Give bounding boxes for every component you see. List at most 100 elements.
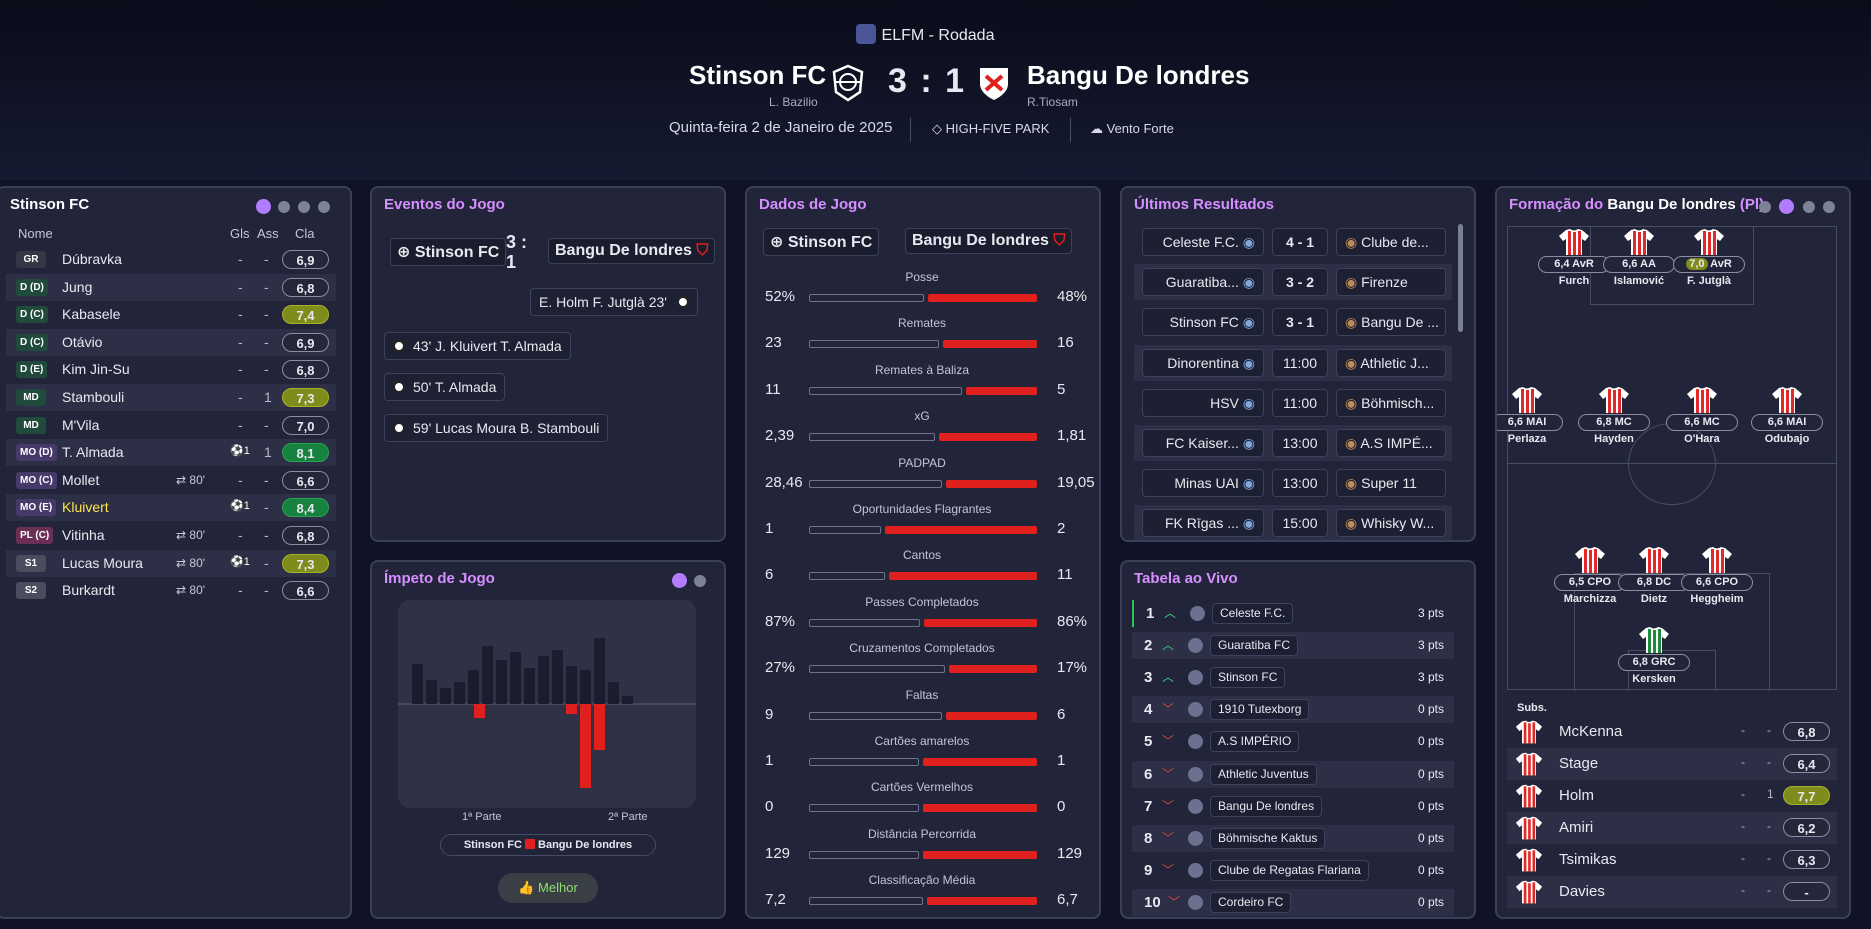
- formation-player-name[interactable]: Furch: [1558, 275, 1590, 287]
- stat-home-bar: [809, 526, 881, 534]
- result-row[interactable]: FC Kaiser... ◉ 13:00 ◉ A.S IMPÉ...: [1134, 425, 1452, 461]
- table-team-name: Athletic Juventus: [1210, 763, 1317, 785]
- table-team-name: Cordeiro FC: [1210, 891, 1292, 913]
- ball-icon: [393, 422, 405, 434]
- home-event[interactable]: 59' Lucas Moura B. Stambouli: [384, 414, 609, 442]
- player-row[interactable]: S2 Burkardt ⇄ 80' - -6,6: [6, 577, 336, 604]
- player-row[interactable]: D (C) Kabasele - -7,4: [6, 301, 336, 328]
- sub-row[interactable]: Amiri - -6,2: [1507, 812, 1837, 844]
- shirt-icon: [1559, 229, 1589, 255]
- formation-player-name[interactable]: Hayden: [1594, 433, 1634, 445]
- table-row[interactable]: 10 ﹀ Cordeiro FC 0 pts: [1132, 888, 1454, 916]
- formation-player-name[interactable]: Marchizza: [1563, 593, 1617, 605]
- player-row[interactable]: D (E) Kim Jin-Su - -6,8: [6, 356, 336, 383]
- rating-badge: 7,3: [282, 388, 329, 407]
- formation-player-name[interactable]: Odubajo: [1764, 433, 1810, 445]
- formation-player-name[interactable]: Perlaza: [1507, 433, 1547, 445]
- result-row[interactable]: Stinson FC ◉ 3 - 1 ◉ Bangu De ...: [1134, 304, 1452, 340]
- home-crest-icon: [832, 64, 864, 102]
- team-crest-icon: [1188, 638, 1203, 654]
- player-row[interactable]: MO (E) Kluivert ⚽1 -8,4: [6, 494, 336, 522]
- table-row[interactable]: 3 ︿ Stinson FC 3 pts: [1132, 664, 1454, 691]
- stat-home-bar: [809, 804, 919, 813]
- player-row[interactable]: D (C) Otávio - -6,9: [6, 328, 336, 356]
- player-rating-badge: 6,8 MC: [1578, 414, 1650, 431]
- stat-label: Posse: [905, 270, 939, 284]
- player-row[interactable]: S1 Lucas Moura ⇄ 80' ⚽1 -7,3: [6, 549, 336, 577]
- result-row[interactable]: Dinorentina ◉ 11:00 ◉ Athletic J...: [1134, 344, 1452, 381]
- page-dot[interactable]: [1779, 199, 1794, 214]
- events-title: Eventos do Jogo: [384, 196, 505, 213]
- player-row[interactable]: MD Stambouli - 1 7,3: [6, 384, 336, 411]
- table-row[interactable]: 2 ︿ Guaratiba FC 3 pts: [1132, 632, 1454, 660]
- momentum-bar-home: [538, 656, 549, 704]
- player-row[interactable]: MO (D) T. Almada ⚽1 1 8,1: [6, 439, 336, 467]
- page-dot[interactable]: [318, 201, 330, 213]
- weather: ☁ Vento Forte: [1090, 121, 1174, 136]
- page-dot[interactable]: [672, 573, 687, 588]
- result-away-team: ◉ Böhmisch...: [1336, 388, 1446, 417]
- result-row[interactable]: Guaratiba... ◉ 3 - 2 ◉ Firenze: [1134, 264, 1452, 301]
- result-row[interactable]: Celeste F.C. ◉ 4 - 1 ◉ Clube de...: [1134, 224, 1452, 260]
- stat-home-bar: [809, 479, 942, 488]
- table-row[interactable]: 6 ﹀ Athletic Juventus 0 pts: [1132, 760, 1454, 788]
- player-rating-badge: 6,4 AvR: [1538, 256, 1610, 273]
- results-scrollbar[interactable]: [1458, 224, 1463, 332]
- home-team-name[interactable]: Stinson FC: [689, 60, 827, 90]
- player-row[interactable]: MD M'Vila - -7,0: [6, 412, 336, 439]
- table-row[interactable]: 7 ﹀ Bangu De londres 0 pts: [1132, 793, 1454, 820]
- sub-row[interactable]: Stage - -6,4: [1507, 748, 1837, 780]
- player-row[interactable]: GR Dúbravka - -6,9: [6, 246, 336, 273]
- result-row[interactable]: HSV ◉ 11:00 ◉ Böhmisch...: [1134, 385, 1452, 421]
- page-dot[interactable]: [256, 199, 271, 214]
- page-dot[interactable]: [1803, 201, 1815, 213]
- result-home-team: FC Kaiser... ◉: [1142, 429, 1264, 457]
- events-panel: Eventos do Jogo ⊕ Stinson FC 3 : 1 Bangu…: [370, 186, 726, 542]
- sub-row[interactable]: Tsimikas - -6,3: [1507, 844, 1837, 876]
- result-home-team: Dinorentina ◉: [1142, 348, 1264, 377]
- result-score: 11:00: [1272, 348, 1328, 377]
- col-goals-header: Gls: [230, 226, 250, 241]
- sub-row[interactable]: Holm - 1 7,7: [1507, 780, 1837, 812]
- formation-player-name[interactable]: O'Hara: [1684, 433, 1720, 445]
- page-dot[interactable]: [278, 201, 290, 213]
- table-row[interactable]: 1 ︿ Celeste F.C. 3 pts: [1132, 600, 1454, 627]
- formation-player-name[interactable]: F. Jutglà: [1686, 275, 1731, 287]
- assists-value: -: [264, 278, 269, 295]
- penalty-box: [1574, 573, 1770, 691]
- sub-row[interactable]: McKenna - -6,8: [1507, 716, 1837, 748]
- result-row[interactable]: FK Rīgas ... ◉ 15:00 ◉ Whisky W...: [1134, 505, 1452, 540]
- formation-player-name[interactable]: Heggheim: [1690, 593, 1744, 605]
- goals-value: -: [238, 361, 243, 378]
- formation-player-name[interactable]: Dietz: [1640, 593, 1668, 605]
- home-event[interactable]: 43' J. Kluivert T. Almada: [384, 332, 571, 360]
- player-row[interactable]: MO (C) Mollet ⇄ 80' - -6,6: [6, 467, 336, 494]
- result-row[interactable]: Minas UAI ◉ 13:00 ◉ Super 11: [1134, 465, 1452, 501]
- formation-player-name[interactable]: Kersken: [1632, 673, 1676, 685]
- better-button[interactable]: 👍 Melhor: [498, 873, 598, 903]
- page-dot[interactable]: [1759, 201, 1771, 213]
- table-row[interactable]: 5 ﹀ A.S IMPÉRIO 0 pts: [1132, 728, 1454, 755]
- match-header: [0, 0, 1871, 180]
- player-row[interactable]: D (D) Jung - -6,8: [6, 273, 336, 301]
- player-row[interactable]: PL (C) Vitinha ⇄ 80' - -6,8: [6, 522, 336, 549]
- table-row[interactable]: 8 ﹀ Böhmische Kaktus 0 pts: [1132, 824, 1454, 852]
- player-rating-badge: 7,0 AvR: [1673, 256, 1745, 273]
- table-row[interactable]: 9 ﹀ Clube de Regatas Flariana 0 pts: [1132, 857, 1454, 884]
- sub-row[interactable]: Davies - - -: [1507, 876, 1837, 908]
- rating-badge: 6,4: [1783, 754, 1830, 773]
- home-event[interactable]: 50' T. Almada: [384, 373, 506, 401]
- stat-away-value: 11: [1057, 566, 1073, 584]
- table-points: 3 pts: [1417, 670, 1444, 685]
- away-event[interactable]: E. Holm F. Jutglà 23': [530, 288, 698, 316]
- page-dot[interactable]: [694, 575, 706, 587]
- stat-away-bar: [946, 711, 1037, 720]
- table-row[interactable]: 4 ﹀ 1910 Tutexborg 0 pts: [1132, 696, 1454, 724]
- page-dot[interactable]: [1823, 201, 1835, 213]
- rating-badge: 6,6: [282, 581, 329, 601]
- stat-away-value: 86%: [1057, 612, 1088, 630]
- stat-home-value: 2,39: [765, 427, 795, 445]
- page-dot[interactable]: [298, 201, 310, 213]
- formation-player-name[interactable]: Islamović: [1613, 275, 1665, 287]
- away-team-name[interactable]: Bangu De londres: [1027, 60, 1250, 90]
